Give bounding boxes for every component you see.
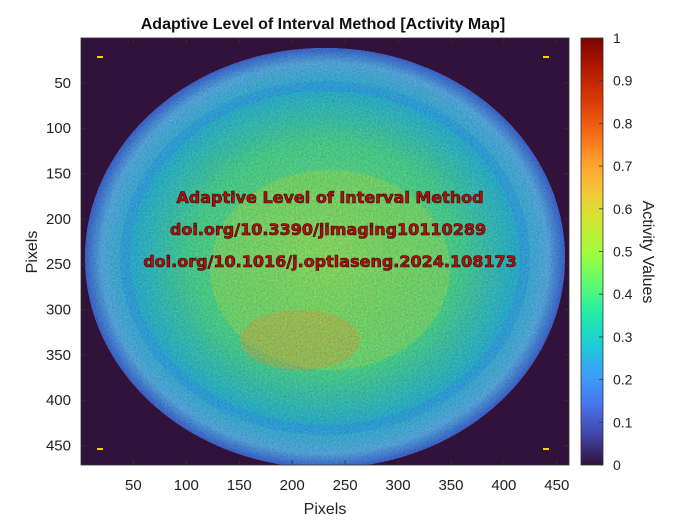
- plot-area: Adaptive Level of Interval Method doi.or…: [81, 38, 569, 465]
- x-tick-label: 300: [386, 477, 411, 494]
- colorbar-tick-label: 0.8: [613, 115, 633, 131]
- y-axis-label: Pixels: [24, 231, 41, 274]
- y-tick-label: 150: [46, 166, 71, 183]
- overlay-doi-1: doi.org/10.3390/jimaging10110289: [170, 220, 486, 239]
- colorbar-label: Activity Values: [639, 201, 656, 304]
- x-tick-label: 50: [125, 477, 142, 494]
- y-tick-label: 250: [46, 256, 71, 273]
- x-tick-label: 250: [333, 477, 358, 494]
- corner-markers: [97, 56, 549, 450]
- y-tick-label: 100: [46, 120, 71, 137]
- colorbar-tick-label: 0.6: [613, 201, 633, 217]
- y-tick-label: 200: [46, 211, 71, 228]
- chart-title: Adaptive Level of Interval Method [Activ…: [141, 16, 506, 33]
- overlay-method-name: Adaptive Level of Interval Method: [176, 188, 483, 207]
- x-tick-label: 150: [227, 477, 252, 494]
- x-tick-label: 200: [280, 477, 305, 494]
- colorbar-tick-label: 0.2: [613, 372, 633, 388]
- colorbar-ticks: 0 0.1 0.2 0.3 0.4 0.5 0.6 0.7 0.8 0.9 1: [599, 30, 633, 473]
- colorbar-tick-label: 0.4: [613, 286, 633, 302]
- colorbar-tick-label: 0.1: [613, 414, 633, 430]
- x-tick-label: 450: [544, 477, 569, 494]
- x-tick-label: 400: [491, 477, 516, 494]
- colorbar-tick-label: 0.5: [613, 244, 633, 260]
- x-axis-ticks: 50 100 150 200 250 300 350 400 450: [125, 38, 569, 494]
- y-tick-label: 50: [54, 75, 71, 92]
- colorbar-tick-label: 0.9: [613, 73, 633, 89]
- y-tick-label: 300: [46, 302, 71, 319]
- colorbar-tick-label: 0.7: [613, 158, 633, 174]
- x-tick-label: 100: [174, 477, 199, 494]
- x-tick-label: 350: [438, 477, 463, 494]
- y-axis-ticks: 50 100 150 200 250 300 350 400 450: [46, 75, 569, 455]
- overlay-doi-2: doi.org/10.1016/j.optlaseng.2024.108173: [143, 252, 517, 271]
- colorbar-tick-label: 0: [613, 457, 621, 473]
- y-tick-label: 450: [46, 438, 71, 455]
- plot-frame: [80, 37, 570, 466]
- colorbar-tick-label: 1: [613, 30, 621, 46]
- x-axis-label: Pixels: [304, 501, 347, 518]
- y-tick-label: 350: [46, 347, 71, 364]
- y-tick-label: 400: [46, 392, 71, 409]
- colorbar-tick-label: 0.3: [613, 329, 633, 345]
- coin-activity-region: [85, 48, 565, 465]
